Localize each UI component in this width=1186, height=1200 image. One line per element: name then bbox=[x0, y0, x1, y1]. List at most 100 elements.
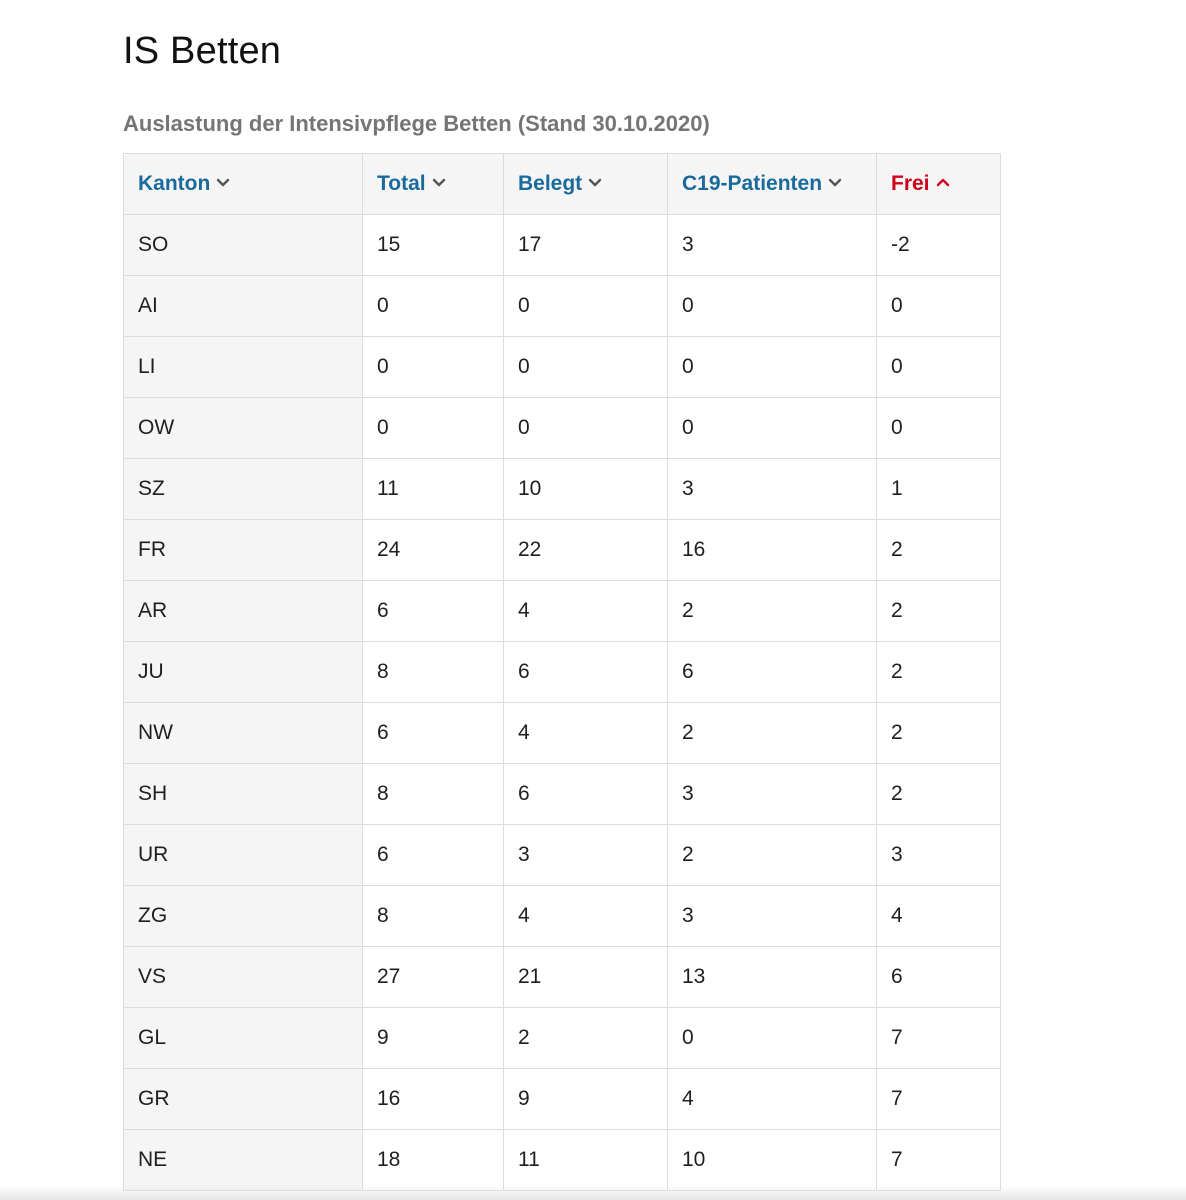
table-cell-kanton: SO bbox=[123, 214, 363, 276]
table-cell-kanton: AR bbox=[123, 580, 363, 642]
table-cell-total: 0 bbox=[362, 397, 504, 459]
column-header-belegt[interactable]: Belegt bbox=[503, 153, 668, 215]
table-row: LI 0 0 0 0 bbox=[123, 336, 1001, 398]
table-cell-c19-patienten: 4 bbox=[667, 1068, 877, 1130]
table-cell-c19-patienten: 3 bbox=[667, 458, 877, 520]
table-cell-frei: 2 bbox=[876, 580, 1001, 642]
table-cell-belegt: 4 bbox=[503, 580, 668, 642]
table-cell-kanton: UR bbox=[123, 824, 363, 886]
table-cell-c19-patienten: 3 bbox=[667, 885, 877, 947]
table-cell-c19-patienten: 0 bbox=[667, 397, 877, 459]
table-cell-total: 16 bbox=[362, 1068, 504, 1130]
table-cell-belegt: 4 bbox=[503, 885, 668, 947]
icu-beds-table: Kanton Total Belegt C19-Patienten Frei SO 15 1… bbox=[123, 153, 1001, 1191]
table-row: SO 15 17 3 -2 bbox=[123, 214, 1001, 276]
table-cell-belegt: 6 bbox=[503, 641, 668, 703]
table-cell-kanton: FR bbox=[123, 519, 363, 581]
table-row: SH 8 6 3 2 bbox=[123, 763, 1001, 825]
table-cell-belegt: 11 bbox=[503, 1129, 668, 1191]
chevron-down-icon bbox=[828, 175, 842, 189]
table-cell-kanton: NW bbox=[123, 702, 363, 764]
table-cell-c19-patienten: 2 bbox=[667, 580, 877, 642]
table-cell-c19-patienten: 2 bbox=[667, 824, 877, 886]
table-cell-frei: 2 bbox=[876, 519, 1001, 581]
table-cell-belegt: 0 bbox=[503, 275, 668, 337]
table-cell-frei: 0 bbox=[876, 275, 1001, 337]
table-cell-total: 24 bbox=[362, 519, 504, 581]
bottom-fade bbox=[0, 1186, 1186, 1200]
column-header-kanton[interactable]: Kanton bbox=[123, 153, 363, 215]
table-cell-belegt: 10 bbox=[503, 458, 668, 520]
table-cell-c19-patienten: 0 bbox=[667, 1007, 877, 1069]
table-cell-frei: 7 bbox=[876, 1129, 1001, 1191]
column-header-label: Belegt bbox=[518, 172, 583, 195]
table-cell-belegt: 21 bbox=[503, 946, 668, 1008]
chevron-down-icon bbox=[588, 175, 602, 189]
table-cell-total: 9 bbox=[362, 1007, 504, 1069]
column-header-label: Total bbox=[377, 172, 426, 195]
column-header-label: C19-Patienten bbox=[682, 172, 823, 195]
table-row: GR 16 9 4 7 bbox=[123, 1068, 1001, 1130]
table-cell-belegt: 9 bbox=[503, 1068, 668, 1130]
table-cell-belegt: 4 bbox=[503, 702, 668, 764]
table-cell-frei: 0 bbox=[876, 397, 1001, 459]
table-cell-frei: 7 bbox=[876, 1007, 1001, 1069]
table-cell-belegt: 17 bbox=[503, 214, 668, 276]
table-row: AR 6 4 2 2 bbox=[123, 580, 1001, 642]
table-header: Kanton Total Belegt C19-Patienten Frei bbox=[123, 153, 1001, 215]
table-cell-kanton: ZG bbox=[123, 885, 363, 947]
table-cell-frei: 4 bbox=[876, 885, 1001, 947]
table-cell-belegt: 0 bbox=[503, 336, 668, 398]
table-cell-frei: 2 bbox=[876, 763, 1001, 825]
table-row: NE 18 11 10 7 bbox=[123, 1129, 1001, 1191]
table-cell-kanton: SH bbox=[123, 763, 363, 825]
table-row: SZ 11 10 3 1 bbox=[123, 458, 1001, 520]
chevron-up-icon bbox=[936, 175, 950, 189]
table-row: UR 6 3 2 3 bbox=[123, 824, 1001, 886]
table-cell-total: 6 bbox=[362, 702, 504, 764]
table-cell-kanton: AI bbox=[123, 275, 363, 337]
table-row: FR 24 22 16 2 bbox=[123, 519, 1001, 581]
table-body: SO 15 17 3 -2 AI 0 0 0 0 LI 0 0 0 0 OW 0 0 0 0 SZ 11 10 3 1 FR 24 2… bbox=[123, 214, 1001, 1191]
table-row: VS 27 21 13 6 bbox=[123, 946, 1001, 1008]
table-row: ZG 8 4 3 4 bbox=[123, 885, 1001, 947]
table-cell-c19-patienten: 0 bbox=[667, 275, 877, 337]
table-cell-kanton: JU bbox=[123, 641, 363, 703]
page-title: IS Betten bbox=[123, 30, 282, 72]
column-header-label: Kanton bbox=[138, 172, 211, 195]
table-caption: Auslastung der Intensivpflege Betten (St… bbox=[123, 111, 710, 136]
table-cell-frei: -2 bbox=[876, 214, 1001, 276]
table-cell-kanton: NE bbox=[123, 1129, 363, 1191]
table-cell-c19-patienten: 0 bbox=[667, 336, 877, 398]
table-cell-kanton: GL bbox=[123, 1007, 363, 1069]
column-header-label: Frei bbox=[891, 172, 930, 195]
table-cell-c19-patienten: 16 bbox=[667, 519, 877, 581]
table-cell-total: 8 bbox=[362, 641, 504, 703]
column-header-frei[interactable]: Frei bbox=[876, 153, 1001, 215]
table-row: AI 0 0 0 0 bbox=[123, 275, 1001, 337]
table-cell-frei: 6 bbox=[876, 946, 1001, 1008]
column-header-total[interactable]: Total bbox=[362, 153, 504, 215]
table-cell-total: 11 bbox=[362, 458, 504, 520]
table-cell-c19-patienten: 13 bbox=[667, 946, 877, 1008]
table-cell-frei: 1 bbox=[876, 458, 1001, 520]
table-cell-frei: 2 bbox=[876, 641, 1001, 703]
table-cell-kanton: SZ bbox=[123, 458, 363, 520]
table-cell-frei: 3 bbox=[876, 824, 1001, 886]
table-cell-belegt: 3 bbox=[503, 824, 668, 886]
table-row: OW 0 0 0 0 bbox=[123, 397, 1001, 459]
table-cell-belegt: 2 bbox=[503, 1007, 668, 1069]
column-header-c19-patienten[interactable]: C19-Patienten bbox=[667, 153, 877, 215]
table-row: GL 9 2 0 7 bbox=[123, 1007, 1001, 1069]
table-cell-belegt: 22 bbox=[503, 519, 668, 581]
table-cell-c19-patienten: 3 bbox=[667, 763, 877, 825]
table-cell-total: 6 bbox=[362, 580, 504, 642]
table-cell-total: 0 bbox=[362, 336, 504, 398]
table-cell-frei: 2 bbox=[876, 702, 1001, 764]
table-cell-c19-patienten: 2 bbox=[667, 702, 877, 764]
table-cell-total: 0 bbox=[362, 275, 504, 337]
table-cell-frei: 0 bbox=[876, 336, 1001, 398]
table-cell-total: 27 bbox=[362, 946, 504, 1008]
table-cell-kanton: OW bbox=[123, 397, 363, 459]
table-cell-c19-patienten: 3 bbox=[667, 214, 877, 276]
